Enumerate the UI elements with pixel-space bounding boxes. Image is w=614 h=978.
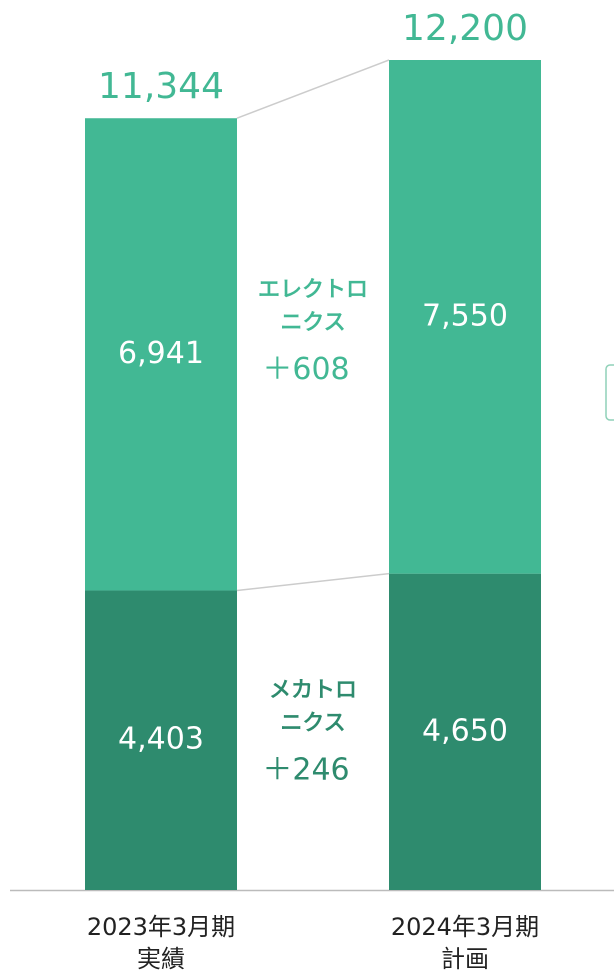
series-name: メカトロ [269,678,357,703]
change-label: ＋246 [262,753,349,788]
x-tick-label: 2024年3月期 [391,913,539,941]
bar-segment [389,60,541,574]
bar-segment [85,590,237,890]
bar-segment [389,573,541,890]
edge-decoration [605,364,614,421]
series-name: ニクス [280,711,345,736]
connector [236,59,390,119]
data-label: 6,941 [118,336,204,371]
change-label: ＋608 [262,352,349,387]
total-label: 12,200 [402,8,528,49]
x-tick-label: 実績 [137,945,185,973]
bar-segment [85,118,237,591]
data-label: 7,550 [422,298,508,333]
total-label: 11,344 [98,66,224,107]
connector [236,572,390,592]
x-tick-label: 2023年3月期 [87,913,235,941]
data-label: 4,403 [118,722,204,757]
data-label: 4,650 [422,713,508,748]
x-tick-label: 計画 [441,945,489,973]
series-name: エレクトロ [258,278,368,303]
series-name: ニクス [280,311,345,336]
